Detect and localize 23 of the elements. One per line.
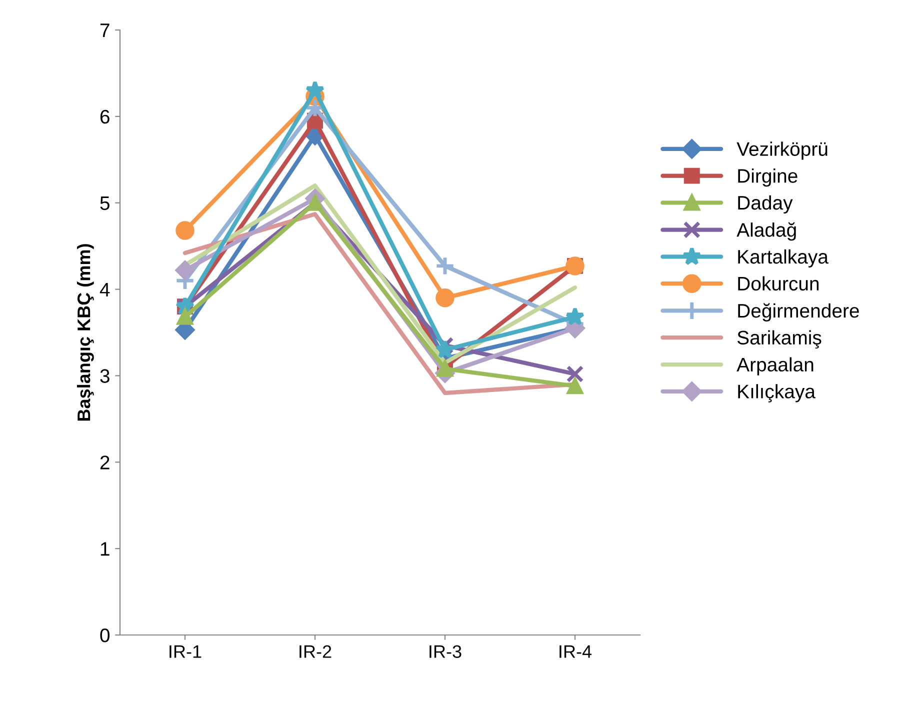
y-tick-label: 2	[100, 456, 110, 470]
y-axis-title: Başlangıç KBÇ (mm)	[77, 244, 94, 421]
legend-label: Aladağ	[736, 222, 796, 241]
x-tick-label: IR-1	[170, 645, 202, 658]
y-tick-label: 6	[100, 110, 110, 124]
y-tick-label: 7	[100, 24, 110, 38]
legend-label: Daday	[738, 195, 793, 214]
x-tick-label: IR-4	[560, 645, 592, 658]
legend-label: Kılıçkaya	[738, 384, 816, 402]
x-tick-label: IR-2	[300, 645, 332, 658]
legend-label: Kartalkaya	[738, 249, 828, 268]
legend-label: Sarikamiş	[737, 330, 822, 348]
y-tick-label: 5	[100, 196, 110, 210]
x-tick-label: IR-3	[430, 645, 462, 658]
legend-label: Dirgine	[738, 168, 798, 187]
y-tick-label: 1	[100, 542, 110, 556]
y-tick-label: 0	[100, 628, 110, 642]
y-tick-label: 4	[100, 282, 110, 296]
legend-label: Değirmendere	[738, 303, 859, 322]
legend-label: Arpaalan	[736, 357, 814, 376]
legend-label: Vezirköprü	[736, 142, 828, 160]
legend-label: Dokurcun	[738, 276, 819, 291]
y-tick-label: 3	[100, 369, 110, 383]
